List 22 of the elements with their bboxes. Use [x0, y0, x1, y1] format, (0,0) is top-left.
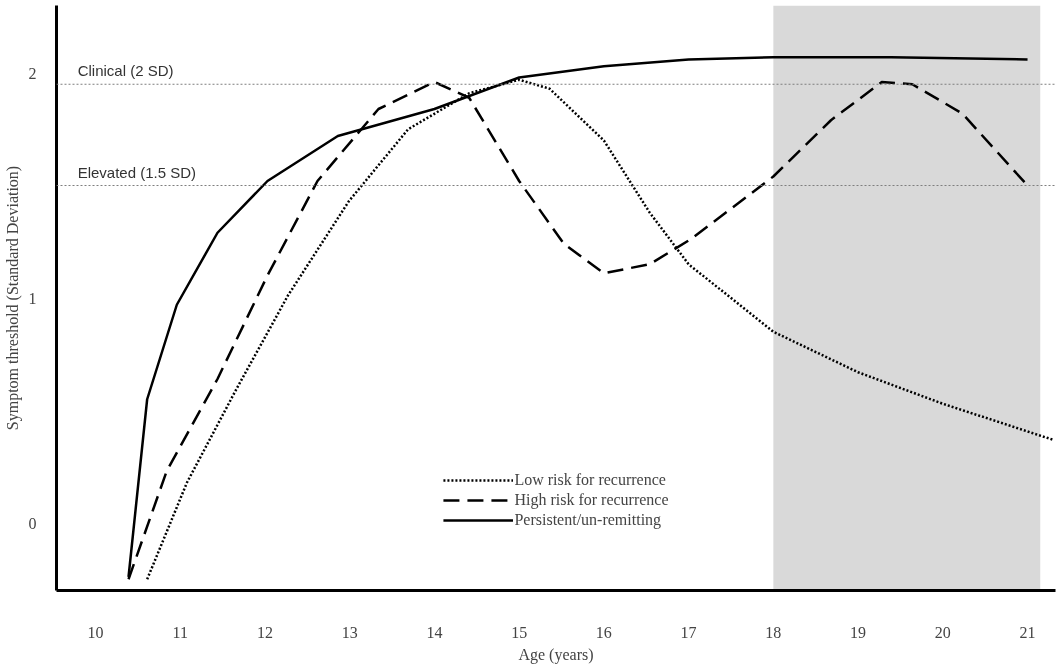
- x-tick-label: 20: [934, 623, 951, 641]
- y-tick-label: 1: [28, 289, 37, 307]
- x-tick-label: 16: [595, 623, 612, 641]
- x-tick-label: 18: [765, 623, 782, 641]
- x-tick-label: 17: [680, 623, 697, 641]
- ref-line-label: Elevated (1.5 SD): [77, 163, 197, 181]
- x-tick-label: 12: [256, 623, 273, 641]
- legend-label: Persistent/un-remitting: [514, 511, 662, 529]
- x-tick-label: 21: [1019, 623, 1036, 641]
- y-axis-title: Symptom threshold (Standard Deviation): [3, 165, 22, 431]
- x-tick-label: 14: [426, 623, 443, 641]
- x-axis-title: Age (years): [518, 645, 594, 664]
- y-tick-label: 2: [28, 64, 37, 82]
- x-tick-label: 19: [850, 623, 867, 641]
- x-tick-label: 13: [341, 623, 358, 641]
- x-tick-label: 10: [87, 623, 104, 641]
- ref-line-label: Clinical (2 SD): [77, 62, 174, 80]
- x-tick-label: 15: [511, 623, 528, 641]
- y-tick-label: 0: [28, 514, 37, 532]
- legend-label: Low risk for recurrence: [514, 471, 666, 489]
- x-tick-label: 11: [172, 623, 188, 641]
- legend-label: High risk for recurrence: [514, 491, 669, 509]
